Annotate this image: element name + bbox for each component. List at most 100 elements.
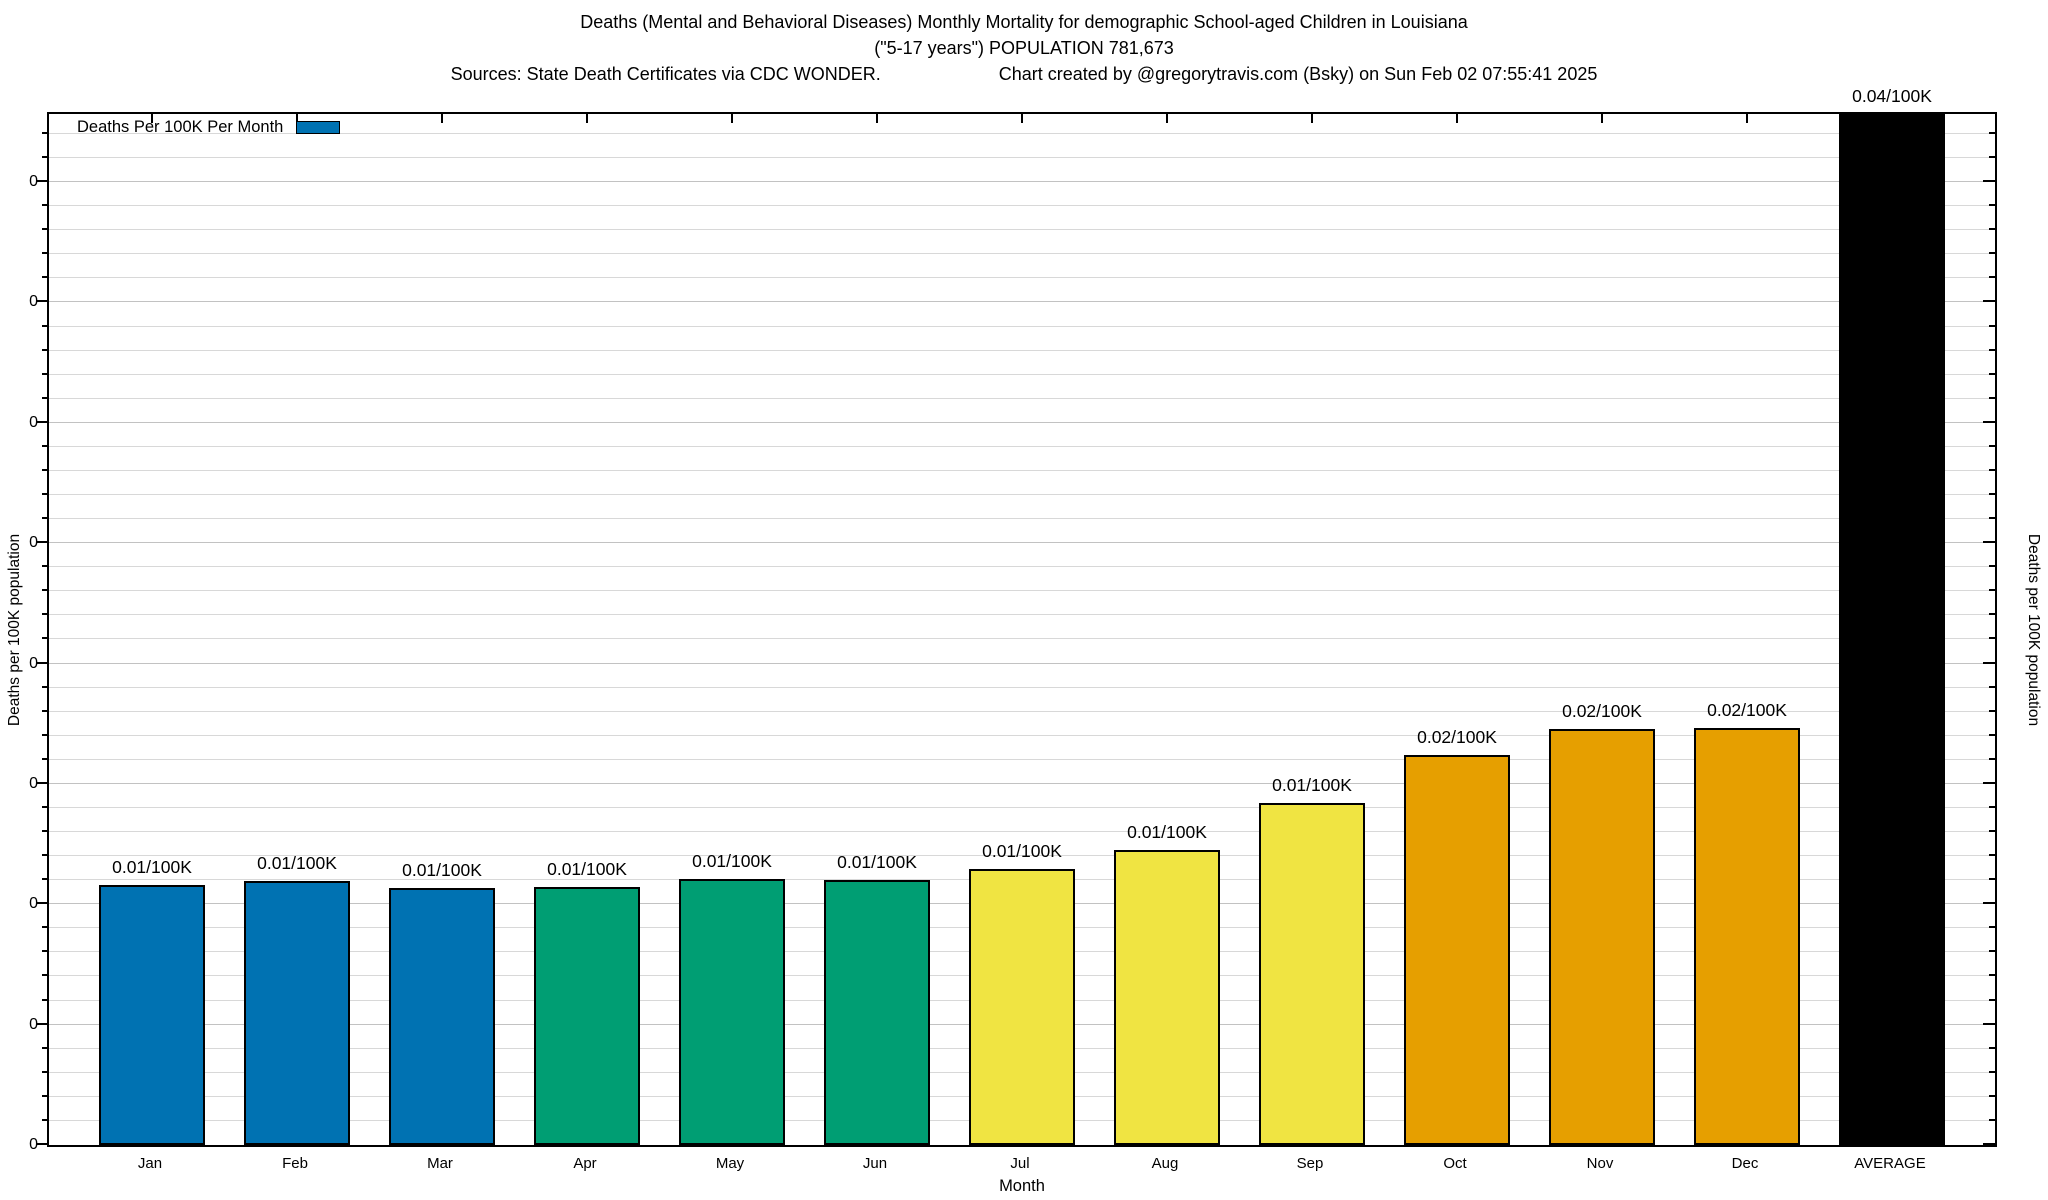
gridline-minor xyxy=(49,831,1995,832)
gridline-major xyxy=(49,181,1995,182)
gridline-minor xyxy=(49,518,1995,519)
gridline-minor xyxy=(49,398,1995,399)
y-tick-mark-right xyxy=(1989,830,1995,832)
legend: Deaths Per 100K Per Month xyxy=(77,118,341,137)
y-tick-mark-right xyxy=(1989,1047,1995,1049)
plot-area: 0.01/100K 0.01/100K 0.01/100K 0.01/100K 0.01… xyxy=(37,86,1997,1147)
y-tick-mark-right xyxy=(1989,806,1995,808)
gridline-minor xyxy=(49,855,1995,856)
y-axis-title-right: Deaths per 100K population xyxy=(2025,533,2042,727)
x-tick-mark-top xyxy=(1166,114,1168,123)
gridline-minor xyxy=(49,711,1995,712)
y-tick-mark-right xyxy=(1983,1023,1995,1025)
gridline-minor xyxy=(49,638,1995,639)
gridline-major xyxy=(49,422,1995,423)
y-tick-mark-left xyxy=(42,132,49,134)
y-tick-mark-left xyxy=(42,1071,49,1073)
y-tick-mark-left xyxy=(37,300,49,302)
gridline-minor xyxy=(49,735,1995,736)
bar-value-label: 0.02/100K xyxy=(1707,700,1787,720)
legend-swatch xyxy=(296,121,341,134)
gridline-minor xyxy=(49,807,1995,808)
y-tick-mark-left xyxy=(42,999,49,1001)
x-tick-label: Dec xyxy=(1731,1155,1759,1172)
x-tick-mark-top xyxy=(1456,114,1458,123)
y-tick-mark-left xyxy=(42,565,49,567)
sources-text: Sources: State Death Certificates via CD… xyxy=(450,64,881,84)
x-tick-label: Jul xyxy=(1010,1155,1030,1172)
y-tick-label: 0 xyxy=(29,293,38,310)
gridline-major xyxy=(49,542,1995,543)
y-tick-mark-left xyxy=(42,493,49,495)
y-tick-mark-right xyxy=(1989,565,1995,567)
y-tick-mark-right xyxy=(1989,950,1995,952)
x-tick-label: Jun xyxy=(862,1155,888,1172)
bar-may xyxy=(679,879,785,1145)
y-tick-mark-right xyxy=(1983,421,1995,423)
y-tick-mark-right xyxy=(1989,589,1995,591)
bar-value-label: 0.01/100K xyxy=(692,851,772,871)
y-tick-mark-right xyxy=(1983,1143,1995,1145)
y-tick-mark-right xyxy=(1989,734,1995,736)
y-tick-mark-right xyxy=(1989,373,1995,375)
chart-title-line2: ("5-17 years") POPULATION 781,673 xyxy=(874,38,1174,58)
y-tick-mark-right xyxy=(1989,204,1995,206)
x-tick-mark-top xyxy=(1601,114,1603,123)
bar-aug xyxy=(1114,850,1220,1145)
y-tick-mark-left xyxy=(37,782,49,784)
bar-sep xyxy=(1259,803,1365,1145)
chart-header: Deaths (Mental and Behavioral Diseases) … xyxy=(0,9,2048,87)
bar-value-label: 0.01/100K xyxy=(837,852,917,872)
y-tick-mark-left xyxy=(37,421,49,423)
y-tick-mark-left xyxy=(42,252,49,254)
y-tick-label: 0 xyxy=(29,173,38,190)
x-tick-label: Sep xyxy=(1296,1155,1324,1172)
gridline-minor xyxy=(49,590,1995,591)
bar-nov xyxy=(1549,729,1655,1145)
y-tick-mark-right xyxy=(1983,662,1995,664)
y-tick-mark-right xyxy=(1989,276,1995,278)
y-tick-label: 0 xyxy=(29,534,38,551)
y-tick-mark-right xyxy=(1989,637,1995,639)
y-tick-mark-right xyxy=(1989,999,1995,1001)
y-tick-label: 0 xyxy=(29,655,38,672)
bar-value-label: 0.01/100K xyxy=(982,841,1062,861)
x-tick-mark-top xyxy=(731,114,733,123)
x-tick-label: Oct xyxy=(1443,1155,1467,1172)
y-tick-mark-left xyxy=(42,469,49,471)
y-tick-mark-left xyxy=(37,180,49,182)
x-tick-label: May xyxy=(715,1155,745,1172)
y-tick-mark-right xyxy=(1989,132,1995,134)
y-tick-mark-right xyxy=(1989,854,1995,856)
y-tick-mark-left xyxy=(42,204,49,206)
y-tick-mark-left xyxy=(42,156,49,158)
y-tick-mark-right xyxy=(1989,686,1995,688)
y-tick-mark-right xyxy=(1989,469,1995,471)
y-tick-mark-right xyxy=(1989,156,1995,158)
y-tick-mark-right xyxy=(1989,493,1995,495)
y-axis-title-left: Deaths per 100K population xyxy=(6,533,23,727)
bar-value-label: 0.01/100K xyxy=(257,853,337,873)
bar-oct xyxy=(1404,755,1510,1145)
y-tick-mark-right xyxy=(1989,710,1995,712)
y-tick-mark-right xyxy=(1989,325,1995,327)
y-tick-mark-right xyxy=(1983,300,1995,302)
chart-title-line1: Deaths (Mental and Behavioral Diseases) … xyxy=(580,12,1468,32)
x-tick-mark-top xyxy=(296,114,298,123)
gridline-minor xyxy=(49,566,1995,567)
gridline-minor xyxy=(49,687,1995,688)
bar-average xyxy=(1839,114,1945,1145)
y-tick-mark-left xyxy=(42,806,49,808)
bar-value-label: 0.02/100K xyxy=(1562,701,1642,721)
gridline-minor xyxy=(49,350,1995,351)
y-tick-mark-left xyxy=(42,974,49,976)
y-tick-mark-left xyxy=(37,1143,49,1145)
gridline-minor xyxy=(49,374,1995,375)
y-tick-mark-left xyxy=(42,878,49,880)
x-tick-label: Nov xyxy=(1586,1155,1614,1172)
gridline-minor xyxy=(49,277,1995,278)
bar-value-label: 0.02/100K xyxy=(1417,727,1497,747)
y-tick-mark-left xyxy=(42,734,49,736)
y-tick-mark-right xyxy=(1983,782,1995,784)
gridline-minor xyxy=(49,494,1995,495)
